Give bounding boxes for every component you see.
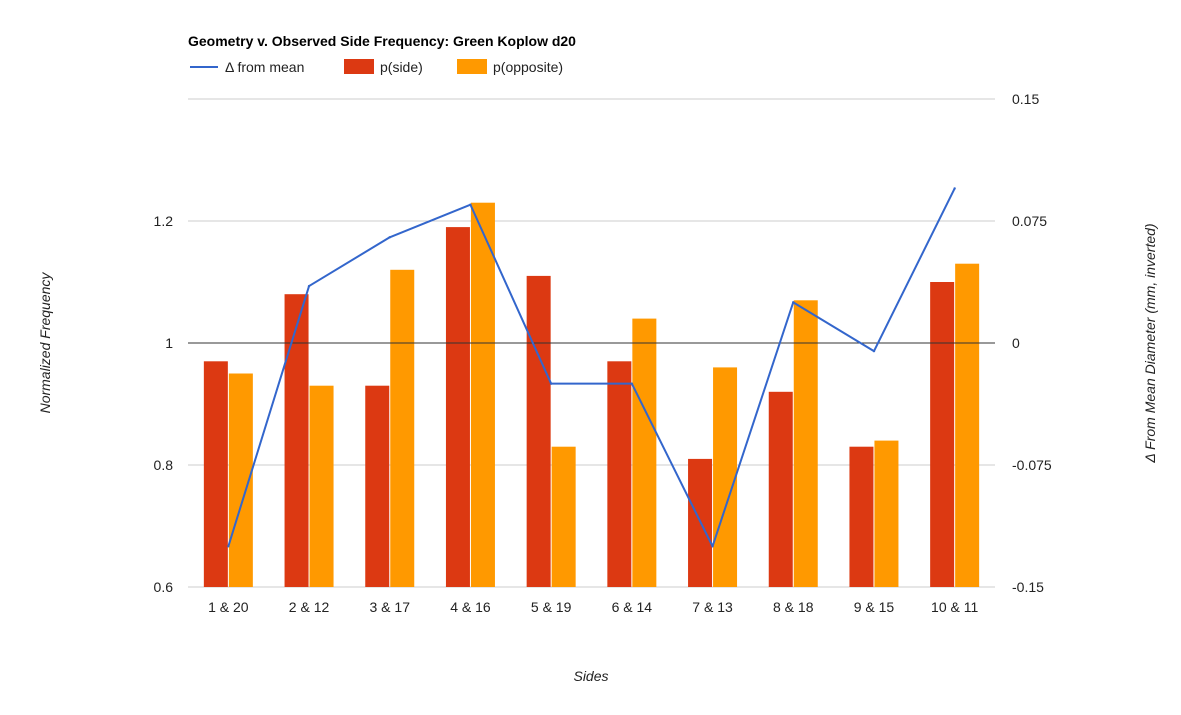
x-tick-label: 6 & 14 [612,599,653,615]
x-tick-label: 1 & 20 [208,599,249,615]
bar-p-opposite[interactable] [470,202,495,587]
x-tick-label: 3 & 17 [370,599,411,615]
legend-label-delta: Δ from mean [225,59,304,75]
bar-p-opposite[interactable] [793,300,818,587]
line-group [227,187,956,548]
bar-p-side[interactable] [607,361,632,587]
x-tick-label: 4 & 16 [450,599,491,615]
y2-tick-label: 0.15 [1012,91,1039,107]
bar-p-opposite[interactable] [551,446,576,587]
bar-p-opposite[interactable] [632,318,657,587]
bar-p-opposite[interactable] [713,367,738,587]
tick-labels: -0.15 -0.075 0 0.075 0.15 0.6 0.8 1 1.2 1 & 20 2 &… [154,91,1052,615]
y-tick-label: 0.8 [154,457,174,473]
y-tick-label: 0.6 [154,579,174,595]
bar-p-side[interactable] [849,446,874,587]
y2-tick-label: 0.075 [1012,213,1047,229]
bar-p-side[interactable] [768,391,793,587]
delta-line[interactable] [227,188,956,548]
delta-point[interactable] [711,545,714,548]
bar-p-opposite[interactable] [955,263,980,587]
legend-swatch-p-opposite [457,59,487,74]
bar-p-side[interactable] [365,385,390,587]
y-tick-label: 1.2 [154,213,174,229]
bar-p-opposite[interactable] [390,269,415,587]
x-axis-title: Sides [573,668,608,684]
bars-group [203,202,980,587]
delta-point[interactable] [227,545,230,548]
delta-point[interactable] [953,187,956,190]
y-axis-title: Normalized Frequency [37,272,53,414]
x-tick-label: 9 & 15 [854,599,895,615]
delta-point[interactable] [307,284,311,288]
legend[interactable]: Δ from mean p(side) p(opposite) [190,59,563,75]
bar-p-opposite[interactable] [874,440,899,587]
legend-label-p-opposite: p(opposite) [493,59,563,75]
bar-p-side[interactable] [284,294,309,587]
x-tick-label: 10 & 11 [931,599,978,615]
delta-point[interactable] [388,236,391,239]
bar-p-side[interactable] [203,361,228,587]
chart-title: Geometry v. Observed Side Frequency: Gre… [188,33,576,49]
y2-axis-title: Δ From Mean Diameter (mm, inverted) [1142,223,1158,463]
bar-p-side[interactable] [930,282,955,587]
x-tick-label: 2 & 12 [289,599,330,615]
delta-point[interactable] [792,301,795,304]
y2-tick-label: -0.075 [1012,457,1052,473]
delta-point[interactable] [872,349,876,353]
y-tick-label: 1 [165,335,173,351]
legend-swatch-p-side [344,59,374,74]
delta-point[interactable] [549,382,553,385]
y2-tick-label: 0 [1012,335,1020,351]
delta-point[interactable] [630,382,634,385]
x-tick-label: 7 & 13 [692,599,733,615]
legend-label-p-side: p(side) [380,59,423,75]
bar-p-side[interactable] [526,275,551,587]
x-tick-label: 8 & 18 [773,599,814,615]
x-tick-label: 5 & 19 [531,599,572,615]
bar-p-opposite[interactable] [309,385,334,587]
delta-point[interactable] [469,203,472,206]
y2-tick-label: -0.15 [1012,579,1044,595]
bar-p-side[interactable] [445,227,470,587]
